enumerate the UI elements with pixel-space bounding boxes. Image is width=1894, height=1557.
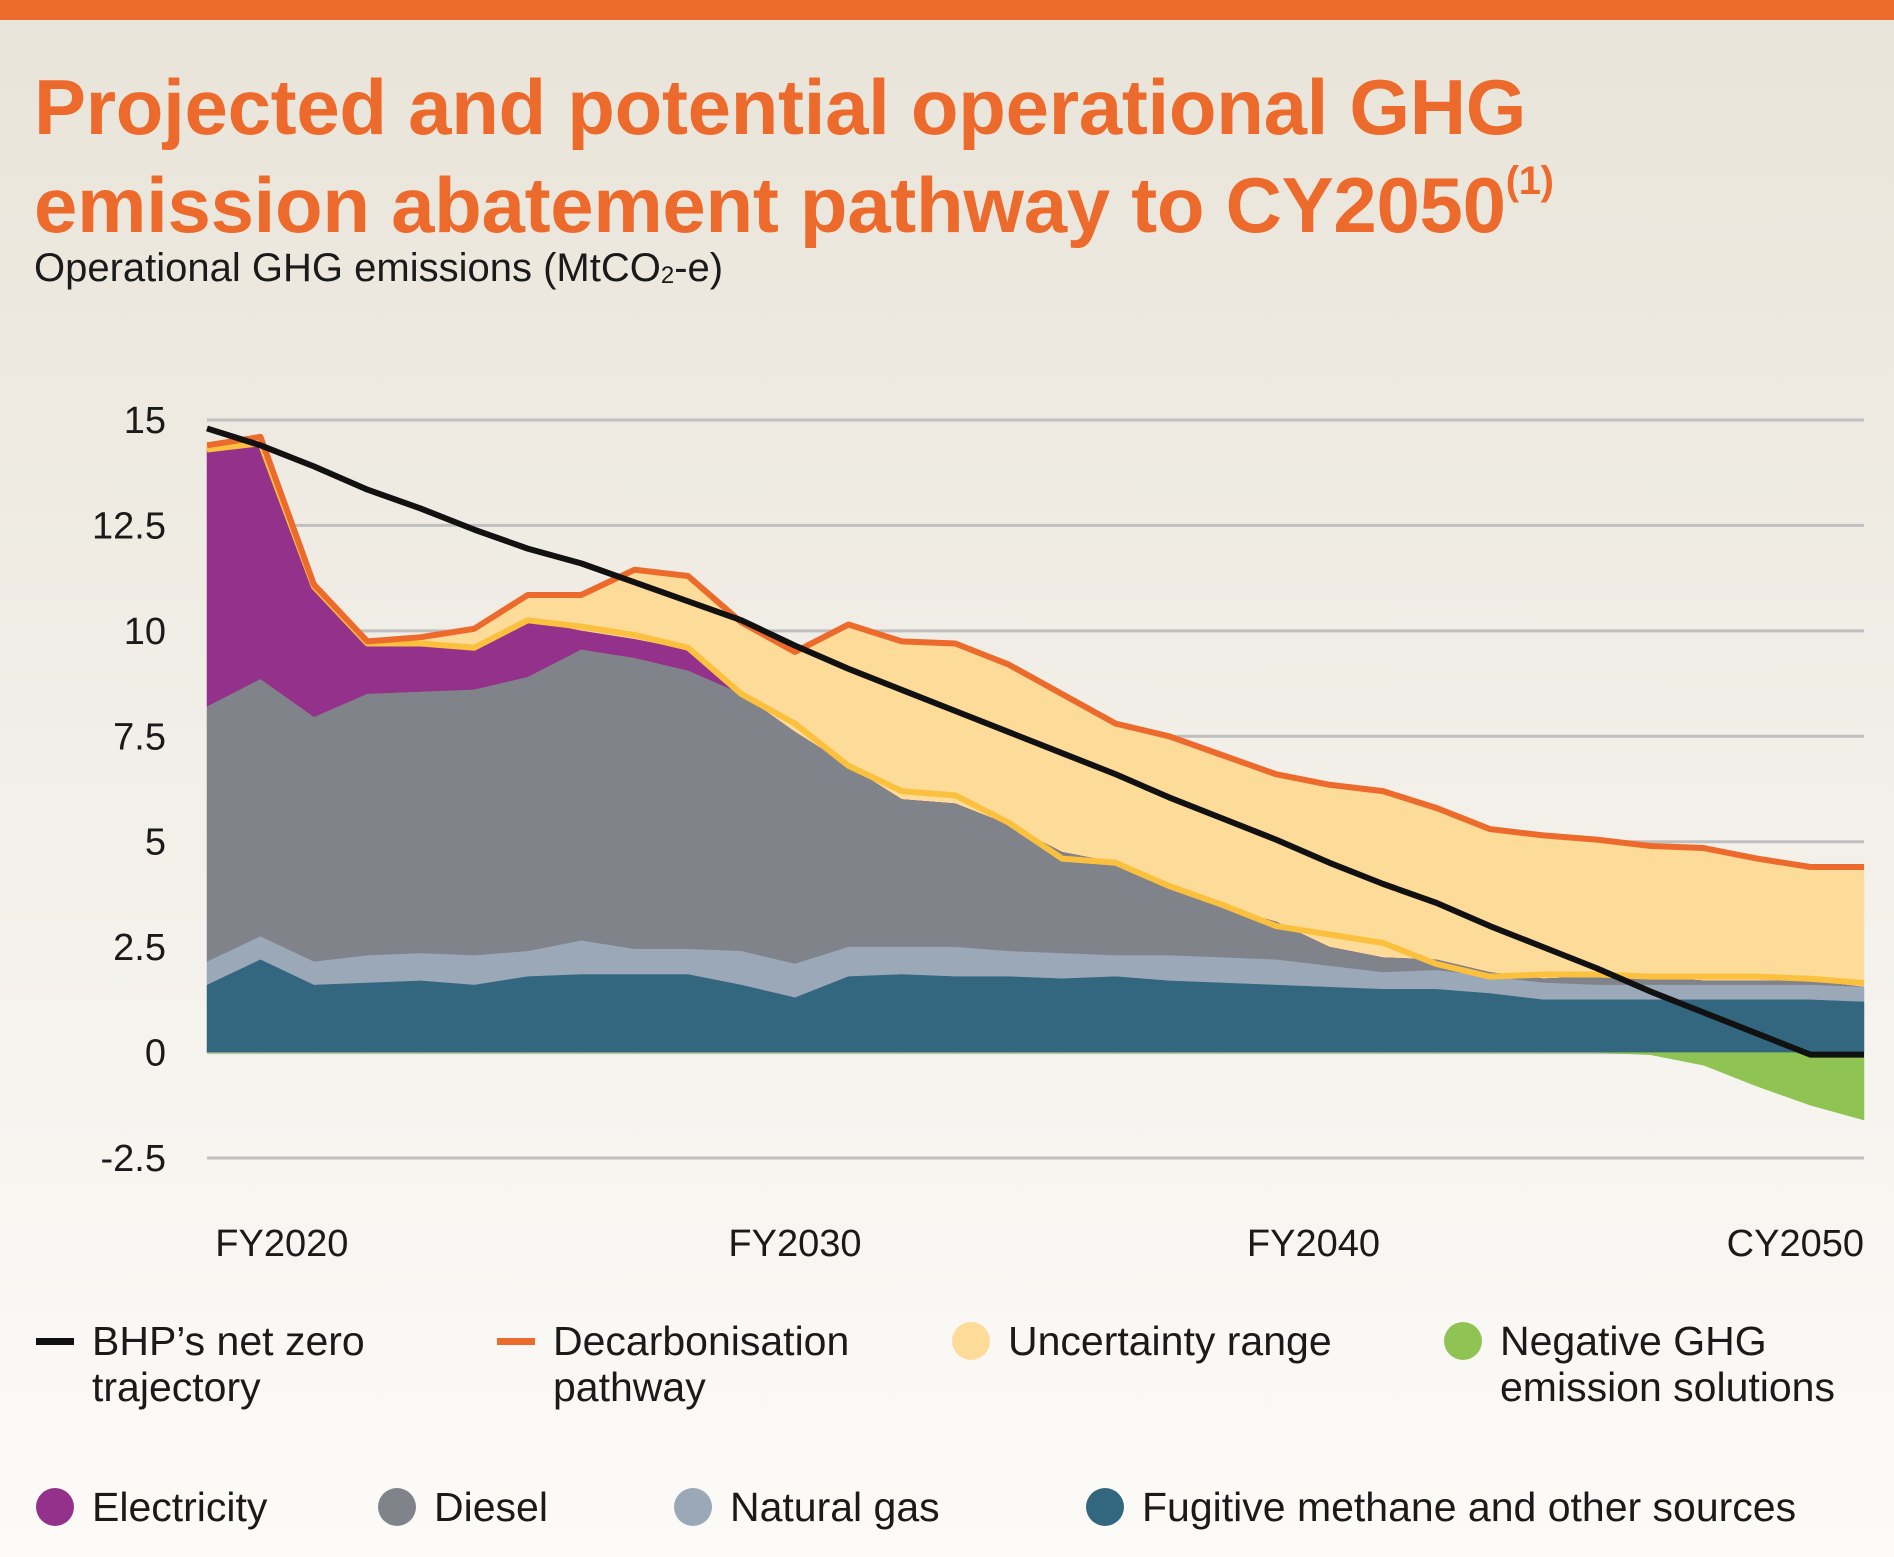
legend-swatch-electricity [36, 1488, 74, 1526]
title-block: Projected and potential operational GHG … [34, 58, 1554, 254]
top-accent-bar [0, 0, 1894, 20]
decarbonisation-pathway-line [206, 433, 1864, 871]
legend-label-electricity: Electricity [92, 1484, 268, 1530]
legend-swatch-natural-gas [674, 1488, 712, 1526]
legend-label-net-zero: BHP’s net zero trajectory [92, 1318, 365, 1410]
legend-swatch-fugitive [1086, 1488, 1124, 1526]
uncertainty-lower-edge-line [206, 440, 1865, 986]
legend-label-negative-line1: Negative GHG [1500, 1318, 1767, 1364]
legend-swatch-decarbonisation [497, 1338, 535, 1345]
y-tick-label: 12.5 [92, 505, 166, 547]
y-axis-title-suffix: -e) [674, 246, 724, 290]
negative-emissions-area [207, 1052, 1865, 1121]
legend-label-decarbonisation: Decarbonisation pathway [553, 1318, 849, 1410]
legend-swatch-negative [1444, 1322, 1482, 1360]
legend-label-net-zero-line1: BHP’s net zero [92, 1318, 365, 1364]
y-tick-label: 15 [124, 400, 166, 442]
legend-label-decarbonisation-line1: Decarbonisation [553, 1318, 850, 1364]
stacked-areas [206, 436, 1865, 1121]
legend-swatch-diesel [378, 1488, 416, 1526]
legend-label-negative-line2: emission solutions [1500, 1364, 1835, 1410]
chart-title-line-2: emission abatement pathway to CY2050(1) [34, 156, 1554, 254]
legend-label-natural-gas: Natural gas [730, 1484, 940, 1530]
legend-swatch-net-zero [36, 1338, 74, 1345]
y-axis-title-subscript: 2 [660, 262, 675, 289]
legend-swatch-uncertainty [952, 1322, 990, 1360]
title-footnote-marker: (1) [1505, 159, 1554, 203]
y-axis-title-prefix: Operational GHG emissions (MtCO [34, 246, 661, 290]
x-tick-label: FY2030 [728, 1223, 861, 1265]
y-tick-label: 5 [145, 822, 166, 864]
net-zero-trajectory-line [206, 425, 1864, 1058]
chart-title-line-1: Projected and potential operational GHG [34, 63, 1527, 151]
x-tick-label: CY2050 [1727, 1223, 1864, 1265]
legend-label-fugitive: Fugitive methane and other sources [1142, 1484, 1797, 1530]
y-tick-label: 2.5 [113, 927, 166, 969]
y-axis-title: Operational GHG emissions (MtCO2-e) [34, 246, 723, 291]
legend-label-uncertainty: Uncertainty range [1008, 1318, 1332, 1364]
x-tick-label: FY2020 [215, 1223, 348, 1265]
x-axis-ticks: FY2020 FY2030 FY2040 CY2050 [215, 1223, 1864, 1265]
chart-title-line-2-text: emission abatement pathway to CY2050 [34, 161, 1506, 249]
legend-label-diesel: Diesel [434, 1484, 548, 1530]
y-axis-ticks: 15 12.5 10 7.5 5 2.5 0 -2.5 [92, 400, 166, 1180]
legend-label-net-zero-line2: trajectory [92, 1364, 261, 1410]
series-lines [206, 425, 1865, 1058]
x-tick-label: FY2040 [1247, 1223, 1380, 1265]
y-tick-label: -2.5 [101, 1138, 166, 1180]
legend-label-negative: Negative GHG emission solutions [1500, 1318, 1835, 1410]
legend-label-decarbonisation-line2: pathway [553, 1364, 706, 1410]
y-tick-label: 7.5 [113, 716, 166, 758]
y-tick-label: 0 [145, 1033, 166, 1075]
y-tick-label: 10 [124, 611, 166, 653]
